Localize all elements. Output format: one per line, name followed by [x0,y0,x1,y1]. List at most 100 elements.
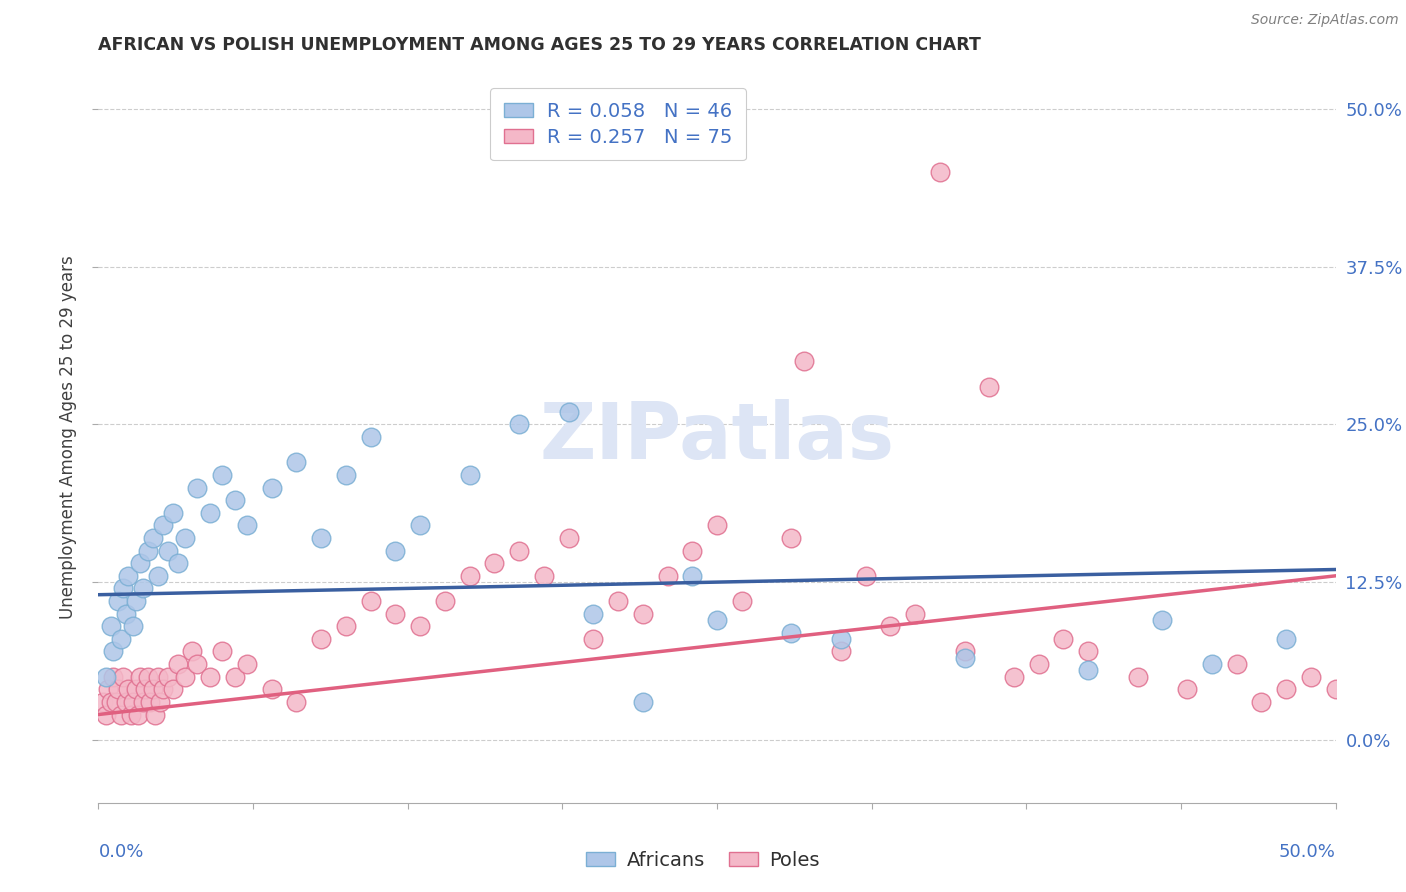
Text: AFRICAN VS POLISH UNEMPLOYMENT AMONG AGES 25 TO 29 YEARS CORRELATION CHART: AFRICAN VS POLISH UNEMPLOYMENT AMONG AGE… [98,36,981,54]
Point [127,707,149,722]
Point [979,379,1001,393]
Point [152,682,174,697]
Point [139,695,162,709]
Point [458,569,481,583]
Point [174,670,197,684]
Point [484,556,506,570]
Point [309,531,332,545]
Point [1324,682,1347,697]
Point [198,670,221,684]
Point [156,670,179,684]
Point [557,405,579,419]
Point [260,481,283,495]
Point [409,619,432,633]
Point [780,625,803,640]
Point [166,657,188,671]
Point [132,582,155,596]
Point [146,569,169,583]
Point [129,556,152,570]
Point [110,632,132,646]
Point [1275,682,1298,697]
Point [1201,657,1223,671]
Point [360,594,382,608]
Point [904,607,927,621]
Point [198,506,221,520]
Point [117,682,139,697]
Point [1126,670,1149,684]
Point [1299,670,1322,684]
Point [631,695,654,709]
Point [384,607,406,621]
Point [142,531,165,545]
Point [360,430,382,444]
Point [162,506,184,520]
Point [582,607,605,621]
Point [706,518,728,533]
Y-axis label: Unemployment Among Ages 25 to 29 years: Unemployment Among Ages 25 to 29 years [59,255,77,619]
Point [681,569,703,583]
Legend: R = 0.058   N = 46, R = 0.257   N = 75: R = 0.058 N = 46, R = 0.257 N = 75 [491,88,745,161]
Point [122,695,145,709]
Point [260,682,283,697]
Point [607,594,630,608]
Point [335,467,357,482]
Point [830,632,852,646]
Point [780,531,803,545]
Point [174,531,197,545]
Text: ZIPatlas: ZIPatlas [540,399,894,475]
Point [93,695,115,709]
Point [508,417,530,432]
Point [285,455,308,469]
Point [953,650,976,665]
Point [335,619,357,633]
Point [731,594,754,608]
Point [830,644,852,658]
Point [706,613,728,627]
Point [166,556,188,570]
Point [458,467,481,482]
Point [107,682,129,697]
Point [142,682,165,697]
Point [1028,657,1050,671]
Point [114,607,136,621]
Point [582,632,605,646]
Point [533,569,555,583]
Point [879,619,901,633]
Point [1077,644,1099,658]
Point [855,569,877,583]
Point [309,632,332,646]
Point [132,695,155,709]
Point [657,569,679,583]
Point [114,695,136,709]
Point [285,695,308,709]
Text: 0.0%: 0.0% [98,843,143,861]
Point [152,518,174,533]
Point [134,682,156,697]
Point [186,481,208,495]
Point [557,531,579,545]
Text: Source: ZipAtlas.com: Source: ZipAtlas.com [1251,13,1399,28]
Point [104,695,127,709]
Point [681,543,703,558]
Point [136,543,159,558]
Point [162,682,184,697]
Point [1275,632,1298,646]
Point [124,594,146,608]
Point [149,695,172,709]
Point [112,582,135,596]
Point [384,543,406,558]
Point [1250,695,1272,709]
Point [1152,613,1174,627]
Point [129,670,152,684]
Point [1077,664,1099,678]
Point [97,682,120,697]
Point [433,594,456,608]
Point [103,670,125,684]
Point [1052,632,1074,646]
Point [186,657,208,671]
Point [100,619,122,633]
Point [928,165,950,179]
Point [107,594,129,608]
Point [793,354,815,368]
Point [120,707,142,722]
